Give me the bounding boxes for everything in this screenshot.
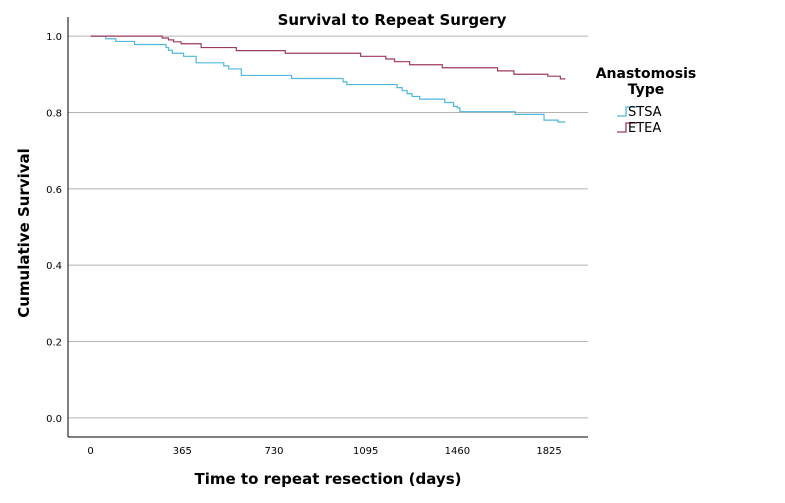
y-tick-label: 0.4 bbox=[46, 261, 62, 272]
x-tick-label: 1460 bbox=[445, 446, 470, 457]
series-line-stsa bbox=[90, 35, 566, 123]
legend-title-line-1: Anastomosis bbox=[596, 66, 697, 82]
x-tick-label: 0 bbox=[87, 446, 93, 457]
series-line-etea bbox=[90, 35, 566, 80]
legend-title-line-2: Type bbox=[628, 82, 665, 98]
chart-title: Survival to Repeat Surgery bbox=[278, 11, 507, 29]
y-tick-labels: 0.0 0.2 0.4 0.6 0.8 1.0 bbox=[46, 32, 62, 425]
y-tick-label: 0.8 bbox=[46, 108, 62, 119]
legend-swatch-stsa bbox=[617, 106, 637, 117]
legend-swatch-etea bbox=[617, 122, 637, 133]
series-group bbox=[90, 35, 566, 123]
y-tick-label: 0.2 bbox=[46, 338, 62, 349]
y-tick-label: 1.0 bbox=[46, 32, 62, 43]
y-axis-label: Cumulative Survival bbox=[15, 148, 33, 318]
x-tick-label: 1095 bbox=[353, 446, 378, 457]
legend-label-etea: ETEA bbox=[628, 121, 661, 136]
x-axis-label: Time to repeat resection (days) bbox=[195, 470, 462, 488]
x-tick-labels: 0 365 730 1095 1460 1825 bbox=[87, 446, 561, 457]
gridlines bbox=[68, 35, 588, 419]
x-tick-label: 365 bbox=[173, 446, 192, 457]
legend-label-stsa: STSA bbox=[628, 105, 662, 120]
y-tick-label: 0.0 bbox=[46, 414, 62, 425]
x-tick-label: 730 bbox=[264, 446, 283, 457]
x-tick-label: 1825 bbox=[536, 446, 561, 457]
y-tick-label: 0.6 bbox=[46, 185, 62, 196]
